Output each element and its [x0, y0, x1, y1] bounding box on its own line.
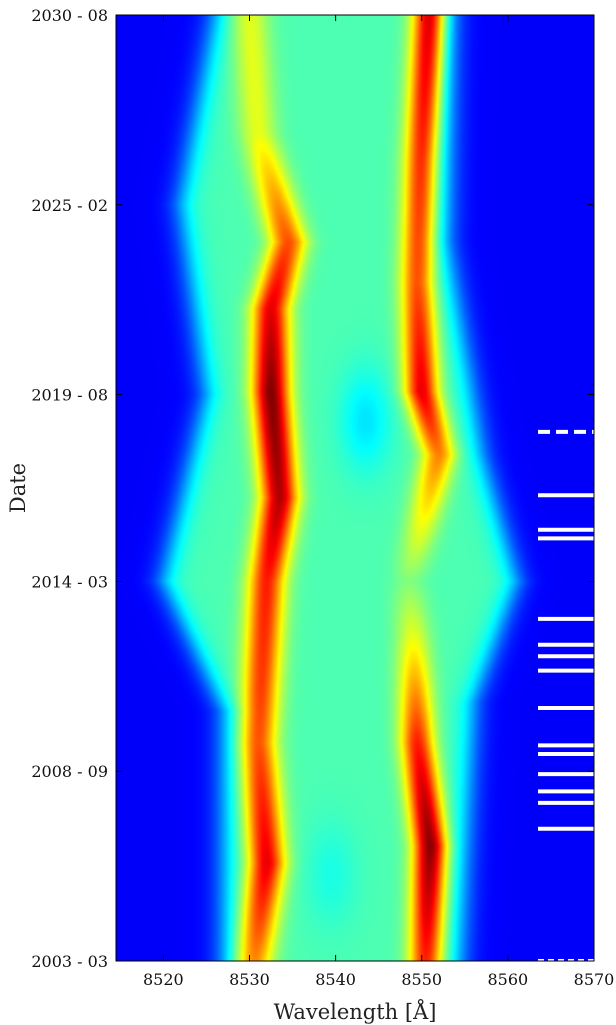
- x-tick-label: 8540: [315, 970, 356, 989]
- x-tick-label: 8550: [401, 970, 442, 989]
- y-tick-labels: 2003 - 03 2008 - 09 2014 - 03 2019 - 08 2025…: [31, 6, 108, 971]
- y-tick-label: 2019 - 08: [31, 386, 108, 405]
- x-axis-title: Wavelength [Å]: [274, 999, 437, 1024]
- plot-area: [115, 14, 595, 962]
- x-tick-label: 8530: [229, 970, 270, 989]
- y-ticks: [116, 14, 594, 962]
- observation-marks: [538, 429, 594, 961]
- y-tick-label: 2030 - 08: [31, 6, 108, 25]
- x-tick-label: 8520: [143, 970, 184, 989]
- y-tick-label: 2008 - 09: [31, 762, 108, 781]
- y-tick-label: 2003 - 03: [31, 952, 108, 971]
- y-tick-label: 2014 - 03: [31, 572, 108, 591]
- x-tick-labels: 8520 8530 8540 8550 8560 8570: [143, 970, 614, 989]
- heatmap: [116, 15, 594, 961]
- x-tick-label: 8560: [488, 970, 529, 989]
- x-tick-label: 8570: [574, 970, 615, 989]
- y-axis-title: Date: [6, 463, 30, 513]
- x-ticks: [162, 15, 595, 961]
- plot-frame: [115, 14, 595, 962]
- y-tick-label: 2025 - 02: [31, 196, 108, 215]
